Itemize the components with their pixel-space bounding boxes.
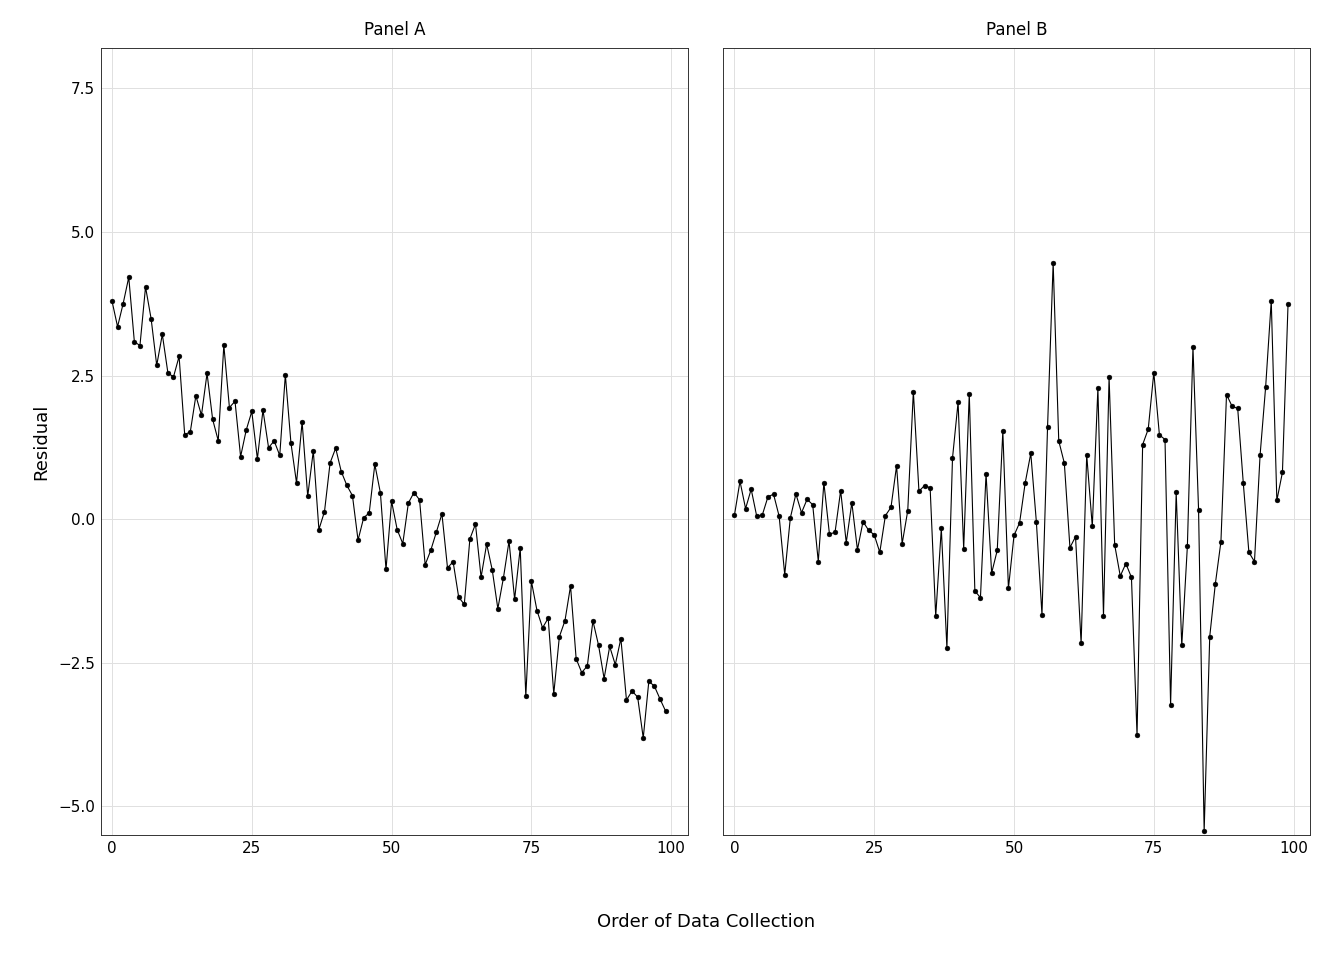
Y-axis label: Residual: Residual — [32, 403, 50, 480]
Text: Panel B: Panel B — [986, 21, 1047, 38]
Text: Panel A: Panel A — [364, 21, 425, 38]
Text: Order of Data Collection: Order of Data Collection — [597, 913, 814, 930]
